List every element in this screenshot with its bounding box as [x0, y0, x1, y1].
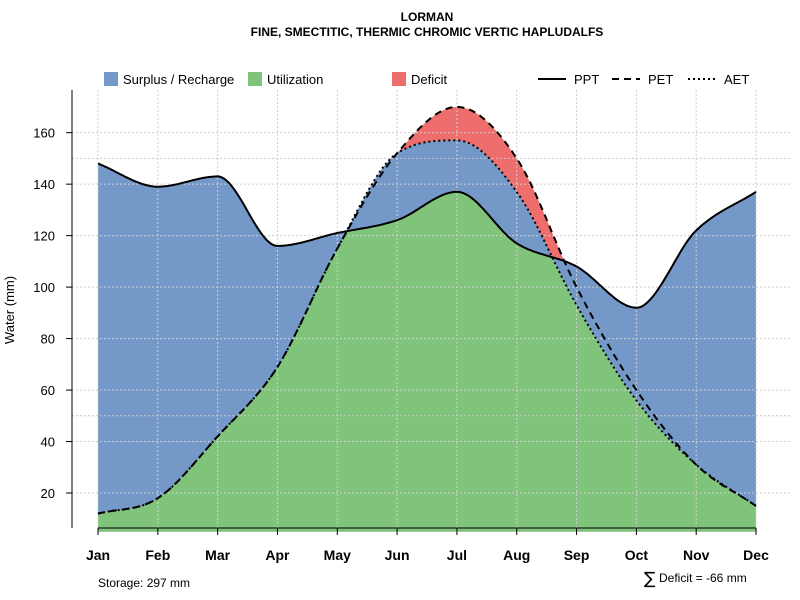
- x-tick-label-mar: Mar: [205, 547, 230, 563]
- chart-title: LORMAN: [401, 10, 454, 24]
- chart-subtitle: FINE, SMECTITIC, THERMIC CHROMIC VERTIC …: [251, 25, 604, 39]
- legend-aet-label: AET: [724, 72, 749, 87]
- x-tick-label-jun: Jun: [385, 547, 410, 563]
- y-tick-label-80: 80: [41, 332, 55, 347]
- y-tick-label-120: 120: [33, 229, 55, 244]
- legend-pet-label: PET: [648, 72, 673, 87]
- x-tick-label-may: May: [324, 547, 351, 563]
- x-tick-label-dec: Dec: [743, 547, 769, 563]
- y-tick-label-140: 140: [33, 177, 55, 192]
- area-layers: [98, 106, 756, 532]
- y-tick-label-40: 40: [41, 435, 55, 450]
- series-lines: [97, 105, 757, 515]
- y-tick-label-20: 20: [41, 486, 55, 501]
- y-axis-label: Water (mm): [2, 276, 17, 344]
- y-tick-label-60: 60: [41, 383, 55, 398]
- x-tick-label-oct: Oct: [625, 547, 649, 563]
- x-tick-label-nov: Nov: [683, 547, 710, 563]
- aet-line: [97, 139, 757, 515]
- legend-utilization-label: Utilization: [267, 72, 323, 87]
- x-tick-label-feb: Feb: [145, 547, 170, 563]
- legend-surplus-label: Surplus / Recharge: [123, 72, 234, 87]
- deficit-note: Deficit = -66 mm: [659, 571, 747, 585]
- legend-utilization-swatch: [248, 72, 262, 86]
- x-tick-label-jul: Jul: [447, 547, 467, 563]
- y-tick-label-100: 100: [33, 280, 55, 295]
- legend: Surplus / Recharge Utilization Deficit P…: [104, 72, 749, 87]
- ppt-line: [97, 162, 757, 309]
- sigma-symbol: ∑: [644, 569, 656, 589]
- x-tick-label-apr: Apr: [265, 547, 290, 563]
- legend-deficit-swatch: [392, 72, 406, 86]
- y-tick-label-160: 160: [33, 126, 55, 141]
- pet-line: [97, 105, 757, 515]
- legend-deficit-label: Deficit: [411, 72, 448, 87]
- legend-surplus-swatch: [104, 72, 118, 86]
- storage-note: Storage: 297 mm: [98, 576, 190, 590]
- utilization-area: [98, 191, 756, 532]
- x-tick-label-aug: Aug: [503, 547, 530, 563]
- legend-ppt-label: PPT: [574, 72, 599, 87]
- axes: 20 40 60 80 100 120 140 160 Jan Feb Mar Apr May Jun Ju…: [33, 90, 769, 563]
- x-tick-label-jan: Jan: [86, 547, 110, 563]
- x-tick-label-sep: Sep: [564, 547, 590, 563]
- grid-lines: [72, 90, 790, 528]
